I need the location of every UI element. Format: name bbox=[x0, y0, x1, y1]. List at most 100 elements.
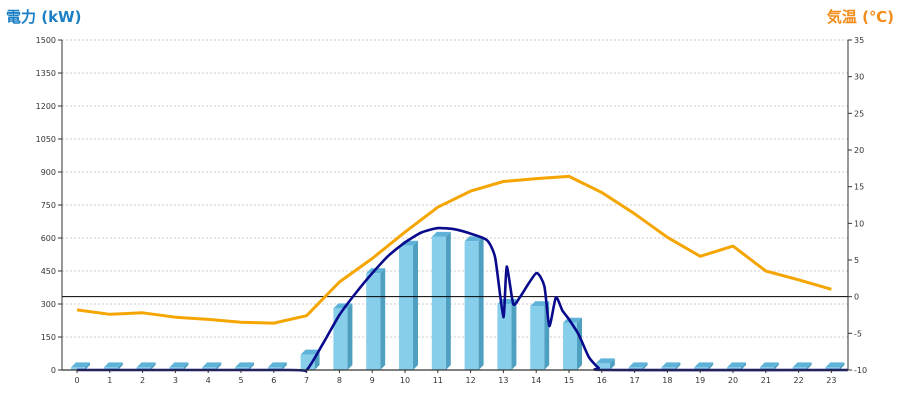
bar-front bbox=[103, 367, 118, 370]
bar bbox=[727, 362, 746, 370]
bar-top bbox=[792, 362, 812, 368]
bar-front bbox=[202, 367, 217, 370]
bar-front bbox=[464, 241, 479, 370]
x-tick-label: 12 bbox=[466, 376, 476, 385]
bar-side bbox=[347, 303, 353, 370]
bar-front bbox=[333, 308, 348, 370]
x-tick-label: 18 bbox=[662, 376, 672, 385]
x-tick-label: 9 bbox=[370, 376, 375, 385]
x-tick-label: 4 bbox=[206, 376, 211, 385]
bar bbox=[431, 231, 451, 370]
bar-front bbox=[235, 367, 249, 370]
series-lines bbox=[76, 174, 848, 373]
bar bbox=[792, 362, 812, 370]
left-tick-label: 1050 bbox=[36, 135, 56, 144]
bar-top bbox=[235, 362, 254, 368]
bar-side bbox=[183, 362, 189, 370]
bar-front bbox=[661, 367, 676, 370]
bar bbox=[103, 362, 123, 370]
bar-top bbox=[530, 301, 550, 307]
bar bbox=[595, 358, 615, 370]
bar-top bbox=[661, 362, 681, 368]
right-axis-title: 気温 (℃) bbox=[827, 8, 894, 26]
x-tick-label: 0 bbox=[74, 376, 79, 385]
bar-side bbox=[675, 362, 681, 370]
bar bbox=[169, 362, 189, 370]
bar-top bbox=[727, 362, 746, 368]
bar-top bbox=[694, 362, 714, 368]
bar-top bbox=[71, 362, 90, 368]
bar bbox=[267, 362, 287, 370]
bar-top bbox=[628, 362, 648, 368]
bar bbox=[71, 362, 90, 370]
bar-top bbox=[267, 362, 287, 368]
right-tick-label: -10 bbox=[854, 366, 867, 375]
bar-front bbox=[563, 322, 577, 370]
bar-side bbox=[380, 268, 386, 370]
left-tick-label: 900 bbox=[41, 168, 56, 177]
bar-top bbox=[169, 362, 189, 368]
right-tick-label: 0 bbox=[854, 293, 859, 302]
bar bbox=[399, 240, 418, 370]
right-tick-label: 10 bbox=[854, 219, 864, 228]
bar-side bbox=[413, 240, 418, 370]
bar-side bbox=[117, 362, 123, 370]
x-tick-label: 11 bbox=[433, 376, 443, 385]
bar-top bbox=[759, 362, 779, 368]
bar-front bbox=[825, 367, 840, 370]
bar bbox=[464, 236, 484, 370]
bar-side bbox=[511, 299, 517, 370]
bar-front bbox=[399, 245, 413, 370]
x-tick-label: 20 bbox=[728, 376, 738, 385]
grid bbox=[62, 39, 848, 338]
bar-top bbox=[202, 362, 222, 368]
bar-side bbox=[478, 236, 484, 370]
x-tick-label: 14 bbox=[531, 376, 541, 385]
bar-side bbox=[642, 362, 648, 370]
bar-side bbox=[741, 362, 746, 370]
x-tick-label: 17 bbox=[630, 376, 640, 385]
right-tick-label: 15 bbox=[854, 183, 864, 192]
left-tick-label: 750 bbox=[41, 201, 56, 210]
bar-top bbox=[300, 349, 320, 355]
bar-side bbox=[708, 362, 714, 370]
x-tick-label: 19 bbox=[695, 376, 705, 385]
bar-front bbox=[759, 367, 774, 370]
bar-front bbox=[169, 367, 184, 370]
x-tick-label: 16 bbox=[597, 376, 607, 385]
bar-front bbox=[694, 367, 709, 370]
bar bbox=[694, 362, 714, 370]
bar-front bbox=[530, 306, 545, 370]
right-tick-label: 35 bbox=[854, 36, 864, 45]
x-tick-label: 10 bbox=[400, 376, 410, 385]
bar-side bbox=[773, 362, 779, 370]
bar bbox=[563, 317, 582, 370]
x-tick-label: 13 bbox=[498, 376, 508, 385]
left-tick-label: 150 bbox=[41, 333, 56, 342]
x-tick-label: 5 bbox=[238, 376, 243, 385]
x-tick-label: 2 bbox=[140, 376, 145, 385]
bar-side bbox=[445, 231, 451, 370]
bar-side bbox=[249, 362, 254, 370]
bar-side bbox=[150, 362, 156, 370]
left-tick-label: 450 bbox=[41, 267, 56, 276]
bar bbox=[333, 303, 353, 370]
bar-front bbox=[431, 236, 446, 370]
bar-side bbox=[609, 358, 615, 370]
left-tick-label: 1350 bbox=[36, 69, 56, 78]
x-tick-label: 1 bbox=[107, 376, 112, 385]
bar-front bbox=[727, 367, 741, 370]
bar bbox=[235, 362, 254, 370]
x-tick-label: 8 bbox=[337, 376, 342, 385]
bar-side bbox=[806, 362, 812, 370]
x-tick-label: 7 bbox=[304, 376, 309, 385]
bar bbox=[628, 362, 648, 370]
left-tick-label: 600 bbox=[41, 234, 56, 243]
bar-front bbox=[595, 363, 610, 370]
bar-side bbox=[577, 317, 582, 370]
bar-top bbox=[595, 358, 615, 364]
bar-front bbox=[71, 367, 85, 370]
bar-front bbox=[136, 367, 151, 370]
left-tick-label: 300 bbox=[41, 300, 56, 309]
bar bbox=[759, 362, 779, 370]
